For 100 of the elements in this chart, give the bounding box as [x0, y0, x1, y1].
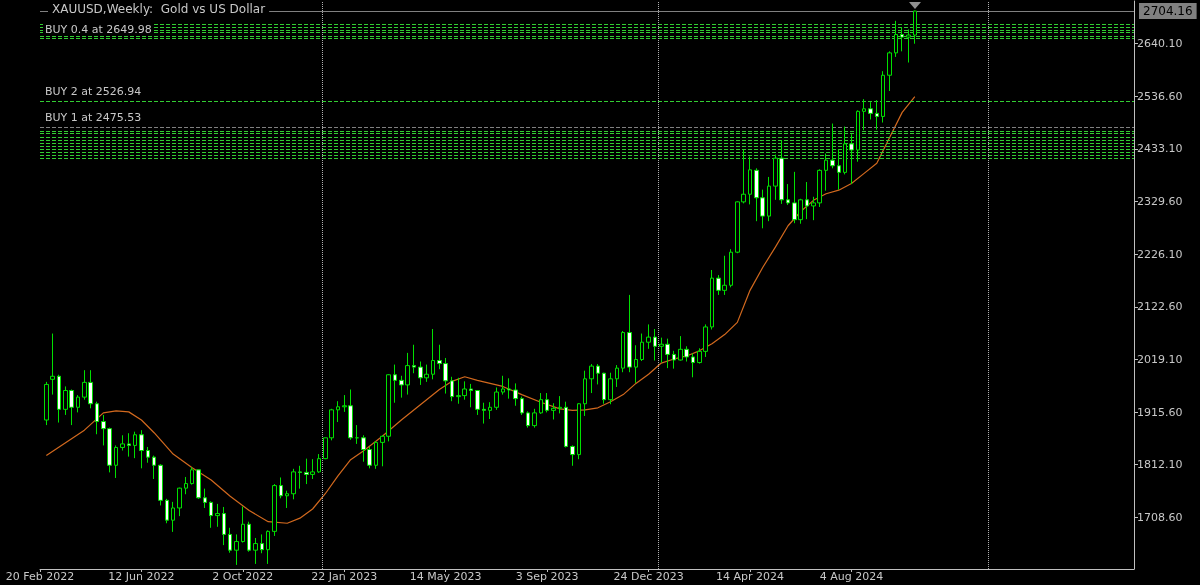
- candlestick: [767, 176, 771, 222]
- line-series: [45, 96, 916, 524]
- x-tick-label: 14 May 2023: [409, 570, 482, 583]
- x-tick-label: 22 Jan 2023: [311, 570, 378, 583]
- ref-line-label: BUY 0.4 at 2649.98: [45, 22, 152, 36]
- candlestick: [602, 372, 606, 405]
- candlestick: [266, 529, 270, 565]
- candlestick: [146, 446, 150, 464]
- candlestick: [482, 402, 486, 425]
- candlestick: [615, 364, 619, 388]
- candlestick: [913, 10, 917, 45]
- candlestick: [177, 487, 182, 517]
- candlestick: [158, 463, 163, 506]
- candlestick: [653, 328, 657, 362]
- candlestick: [513, 382, 518, 407]
- y-tick-label: 2226.10: [1137, 247, 1183, 261]
- candlestick: [805, 181, 809, 220]
- candlestick: [545, 392, 549, 413]
- candlestick: [551, 402, 556, 420]
- candlestick: [50, 333, 55, 396]
- candlestick: [596, 363, 600, 385]
- candlestick: [285, 490, 289, 509]
- candlestick: [526, 410, 530, 429]
- candlestick: [253, 537, 258, 565]
- candlestick: [608, 372, 613, 405]
- candlestick: [190, 466, 194, 486]
- candlestick: [355, 424, 359, 445]
- candlestick: [209, 500, 213, 529]
- candlestick: [824, 153, 828, 192]
- candlestick: [152, 455, 156, 480]
- candlestick: [830, 123, 835, 169]
- candlestick: [564, 401, 568, 448]
- candlestick: [76, 394, 80, 413]
- candlestick: [336, 400, 340, 423]
- candlestick: [887, 50, 892, 92]
- candlestick: [412, 344, 416, 374]
- candlestick: [748, 156, 752, 205]
- candlestick: [450, 376, 454, 402]
- candlestick: [228, 527, 232, 554]
- y-tick-label: 2019.10: [1137, 352, 1183, 366]
- candlestick: [646, 323, 651, 350]
- candlestick: [627, 294, 632, 373]
- candlestick: [196, 469, 201, 500]
- candlestick: [507, 377, 511, 400]
- candlestick: [469, 383, 473, 408]
- candlestick: [672, 350, 676, 370]
- candlestick: [171, 501, 175, 533]
- candlestick: [234, 533, 239, 566]
- chart-title: XAUUSD,Weekly: Gold vs US Dollar: [52, 2, 266, 16]
- candlestick: [786, 183, 790, 206]
- ref-line-label: 2704.16: [1143, 4, 1193, 19]
- candlestick: [393, 364, 397, 404]
- y-tick-label: 1812.10: [1137, 458, 1183, 472]
- candlestick: [272, 483, 277, 537]
- candlestick: [856, 109, 860, 163]
- candlestick: [431, 328, 435, 380]
- y-tick-label: 1915.60: [1137, 405, 1183, 419]
- candlestick: [114, 444, 118, 479]
- y-tick-label: 2536.60: [1137, 89, 1183, 103]
- x-tick-label: 3 Sep 2023: [515, 570, 579, 583]
- candlestick: [494, 386, 499, 411]
- candlestick: [881, 70, 885, 124]
- candlestick: [710, 269, 714, 330]
- candlestick: [849, 133, 854, 185]
- candlestick: [894, 20, 898, 58]
- candlestick: [640, 333, 644, 362]
- candlestick: [127, 432, 131, 458]
- candlestick: [570, 444, 575, 467]
- x-tick-label: 24 Dec 2023: [613, 570, 684, 583]
- candlestick: [501, 375, 505, 396]
- candlestick: [558, 395, 562, 414]
- candlestick: [203, 488, 207, 509]
- y-tick-label: 2433.10: [1137, 142, 1183, 156]
- ref-line-label: BUY 2 at 2526.94: [45, 85, 142, 99]
- candlestick: [247, 521, 251, 553]
- y-tick-label: 2122.60: [1137, 300, 1183, 314]
- y-tick-label: 1708.60: [1137, 510, 1183, 524]
- x-tick-label: 4 Aug 2024: [819, 570, 884, 583]
- candlestick: [488, 401, 492, 420]
- candlestick: [215, 503, 220, 528]
- candlestick: [621, 330, 625, 373]
- x-tick-label: 20 Feb 2022: [5, 570, 75, 583]
- y-tick-label: 2640.10: [1137, 37, 1183, 51]
- candlestick: [634, 344, 638, 384]
- candlestick: [165, 498, 169, 524]
- candlestick: [57, 374, 61, 424]
- candlestick: [837, 148, 841, 191]
- candlestick: [291, 468, 296, 500]
- candlestick: [133, 431, 137, 459]
- candlestick: [900, 26, 904, 52]
- candlestick: [868, 101, 873, 120]
- ref-line-label: BUY 1 at 2475.53: [45, 111, 142, 125]
- candlestick: [862, 98, 866, 131]
- candlestick: [691, 352, 695, 378]
- candlestick: [532, 408, 537, 429]
- candlestick: [139, 429, 144, 469]
- candlestick: [520, 396, 524, 416]
- candlestick: [95, 401, 99, 435]
- candlestick: [577, 402, 581, 460]
- candlestick: [539, 392, 543, 415]
